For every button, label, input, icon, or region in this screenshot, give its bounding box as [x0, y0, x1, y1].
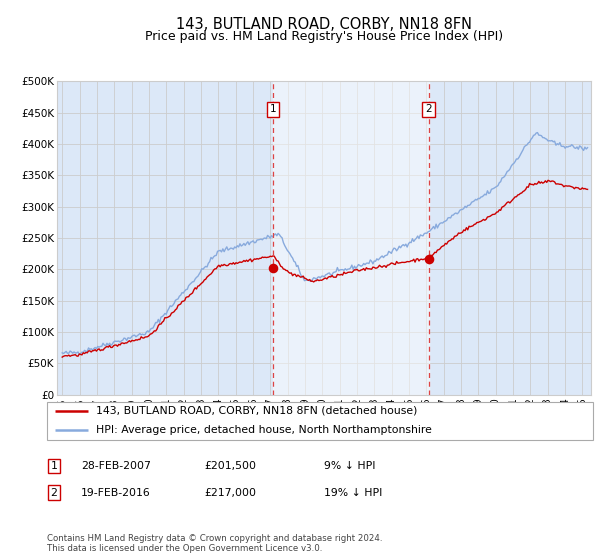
Text: Contains HM Land Registry data © Crown copyright and database right 2024.
This d: Contains HM Land Registry data © Crown c…: [47, 534, 382, 553]
Text: £217,000: £217,000: [204, 488, 256, 498]
Text: HPI: Average price, detached house, North Northamptonshire: HPI: Average price, detached house, Nort…: [96, 426, 432, 436]
Text: 1: 1: [50, 461, 58, 471]
Text: £201,500: £201,500: [204, 461, 256, 471]
Text: 28-FEB-2007: 28-FEB-2007: [81, 461, 151, 471]
Text: 1: 1: [269, 104, 276, 114]
Text: 2: 2: [50, 488, 58, 498]
Point: [268, 264, 278, 273]
Point: [424, 254, 433, 263]
Text: 143, BUTLAND ROAD, CORBY, NN18 8FN: 143, BUTLAND ROAD, CORBY, NN18 8FN: [176, 17, 472, 32]
Text: 9% ↓ HPI: 9% ↓ HPI: [324, 461, 376, 471]
Text: 143, BUTLAND ROAD, CORBY, NN18 8FN (detached house): 143, BUTLAND ROAD, CORBY, NN18 8FN (deta…: [96, 405, 418, 416]
Text: 19-FEB-2016: 19-FEB-2016: [81, 488, 151, 498]
Text: 2: 2: [425, 104, 432, 114]
Bar: [273, 81, 428, 395]
FancyBboxPatch shape: [47, 402, 593, 440]
Text: Price paid vs. HM Land Registry's House Price Index (HPI): Price paid vs. HM Land Registry's House …: [145, 30, 503, 43]
Text: 19% ↓ HPI: 19% ↓ HPI: [324, 488, 382, 498]
